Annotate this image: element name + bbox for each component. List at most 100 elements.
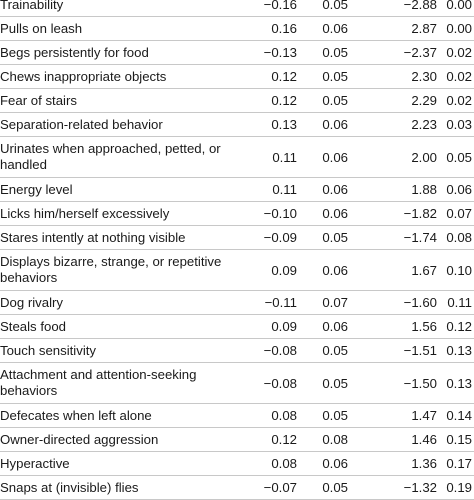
table-row: Hyperactive 0.08 0.06 1.36 0.17 — [0, 452, 474, 476]
p-value-cell: 0.19 — [446, 480, 472, 495]
table-row: Owner-directed aggression 0.12 0.08 1.46 0.1… — [0, 428, 474, 452]
behavior-label: Hyperactive — [0, 455, 70, 471]
standard-error-cell: 0.06 — [322, 456, 348, 471]
coefficient-cell: −0.11 — [264, 295, 297, 310]
coefficient-cell: −0.08 — [263, 343, 297, 358]
standard-error-cell: 0.05 — [322, 45, 348, 60]
coefficient-cell: −0.13 — [263, 45, 297, 60]
t-statistic-cell: 1.67 — [411, 262, 437, 278]
coefficient-cell: 0.08 — [271, 456, 297, 471]
standard-error-cell: 0.06 — [322, 182, 348, 197]
table-row: Dog rivalry −0.11 0.07 −1.60 0.11 — [0, 291, 474, 315]
behavior-label: Energy level — [0, 181, 73, 197]
table-row: Stares intently at nothing visible −0.09 0… — [0, 226, 474, 250]
table-row: Displays bizarre, strange, or repetitive… — [0, 250, 474, 291]
standard-error-cell: 0.05 — [322, 480, 348, 495]
t-statistic-cell: −2.88 — [403, 0, 437, 12]
coefficient-cell: −0.10 — [263, 206, 297, 221]
coefficient-cell: −0.08 — [263, 375, 297, 391]
standard-error-cell: 0.05 — [322, 343, 348, 358]
table-row: Energy level 0.11 0.06 1.88 0.06 — [0, 178, 474, 202]
t-statistic-cell: −1.60 — [403, 295, 437, 310]
standard-error-cell: 0.07 — [322, 295, 348, 310]
t-statistic-cell: −1.82 — [403, 206, 437, 221]
behavior-label: Urinates when approached, petted, or han… — [0, 141, 221, 172]
p-value-cell: 0.15 — [446, 432, 472, 447]
standard-error-cell: 0.05 — [322, 408, 348, 423]
standard-error-cell: 0.05 — [322, 69, 348, 84]
standard-error-cell: 0.06 — [322, 262, 348, 278]
behavior-label: Displays bizarre, strange, or repetitive… — [0, 254, 222, 285]
t-statistic-cell: −1.74 — [403, 230, 437, 245]
behavior-label: Separation-related behavior — [0, 116, 163, 132]
table-row: Touch sensitivity −0.08 0.05 −1.51 0.13 — [0, 339, 474, 363]
p-value-cell: 0.08 — [446, 230, 472, 245]
behavior-label: Chews inappropriate objects — [0, 68, 167, 84]
standard-error-cell: 0.08 — [322, 432, 348, 447]
table-row: Defecates when left alone 0.08 0.05 1.47 0.1… — [0, 404, 474, 428]
table-row: Chews inappropriate objects 0.12 0.05 2.30 0… — [0, 65, 474, 89]
p-value-cell: 0.02 — [446, 45, 472, 60]
table-row: Steals food 0.09 0.06 1.56 0.12 — [0, 315, 474, 339]
t-statistic-cell: 2.87 — [411, 21, 437, 36]
behavior-label: Pulls on leash — [0, 20, 83, 36]
p-value-cell: 0.00 — [446, 21, 472, 36]
p-value-cell: 0.00 — [446, 0, 472, 12]
behavior-label: Touch sensitivity — [0, 342, 97, 358]
standard-error-cell: 0.05 — [322, 93, 348, 108]
p-value-cell: 0.06 — [446, 182, 472, 197]
table-row: Urinates when approached, petted, or han… — [0, 137, 474, 178]
p-value-cell: 0.07 — [446, 206, 472, 221]
t-statistic-cell: 1.36 — [411, 456, 437, 471]
coefficient-cell: −0.16 — [263, 0, 297, 12]
p-value-cell: 0.02 — [446, 69, 472, 84]
t-statistic-cell: 2.23 — [411, 117, 437, 132]
coefficient-cell: 0.09 — [271, 262, 297, 278]
behavior-label: Dog rivalry — [0, 294, 64, 310]
coefficient-cell: 0.08 — [271, 408, 297, 423]
p-value-cell: 0.03 — [446, 117, 472, 132]
table-row: Snaps at (invisible) flies −0.07 0.05 −1.32… — [0, 476, 474, 500]
standard-error-cell: 0.06 — [322, 21, 348, 36]
t-statistic-cell: 1.88 — [411, 182, 437, 197]
coefficient-cell: 0.09 — [271, 319, 297, 334]
standard-error-cell: 0.06 — [322, 206, 348, 221]
p-value-cell: 0.02 — [446, 93, 472, 108]
behavior-label: Defecates when left alone — [0, 407, 152, 423]
coefficient-cell: −0.07 — [263, 480, 297, 495]
coefficient-cell: 0.11 — [272, 182, 297, 197]
standard-error-cell: 0.05 — [322, 230, 348, 245]
standard-error-cell: 0.06 — [322, 149, 348, 165]
standard-error-cell: 0.05 — [322, 0, 348, 12]
behavior-label: Steals food — [0, 318, 66, 334]
coefficient-cell: −0.09 — [263, 230, 297, 245]
standard-error-cell: 0.05 — [322, 375, 348, 391]
behavior-label: Licks him/herself excessively — [0, 205, 170, 221]
table-row: Licks him/herself excessively −0.10 0.06 −1… — [0, 202, 474, 226]
p-value-cell: 0.10 — [446, 262, 472, 278]
coefficient-cell: 0.12 — [271, 432, 297, 447]
coefficient-cell: 0.12 — [271, 69, 297, 84]
coefficient-cell: 0.12 — [271, 93, 297, 108]
t-statistic-cell: 2.00 — [411, 149, 437, 165]
table-row: Begs persistently for food −0.13 0.05 −2.37… — [0, 41, 474, 65]
behavior-label: Owner-directed aggression — [0, 431, 159, 447]
table-row: Attachment and attention-seeking behavio… — [0, 363, 474, 404]
behavior-label: Begs persistently for food — [0, 44, 149, 60]
p-value-cell: 0.11 — [447, 295, 472, 310]
coefficient-cell: 0.16 — [271, 21, 297, 36]
p-value-cell: 0.17 — [446, 456, 472, 471]
standard-error-cell: 0.06 — [322, 117, 348, 132]
table-row: Fear of stairs 0.12 0.05 2.29 0.02 — [0, 89, 474, 113]
table-row: Trainability −0.16 0.05 −2.88 0.00 — [0, 0, 474, 17]
p-value-cell: 0.12 — [446, 319, 472, 334]
behavior-label: Snaps at (invisible) flies — [0, 479, 139, 495]
t-statistic-cell: 1.46 — [411, 432, 437, 447]
p-value-cell: 0.14 — [446, 408, 472, 423]
t-statistic-cell: −2.37 — [403, 45, 437, 60]
p-value-cell: 0.05 — [446, 149, 472, 165]
coefficient-cell: 0.13 — [271, 117, 297, 132]
p-value-cell: 0.13 — [446, 343, 472, 358]
standard-error-cell: 0.06 — [322, 319, 348, 334]
